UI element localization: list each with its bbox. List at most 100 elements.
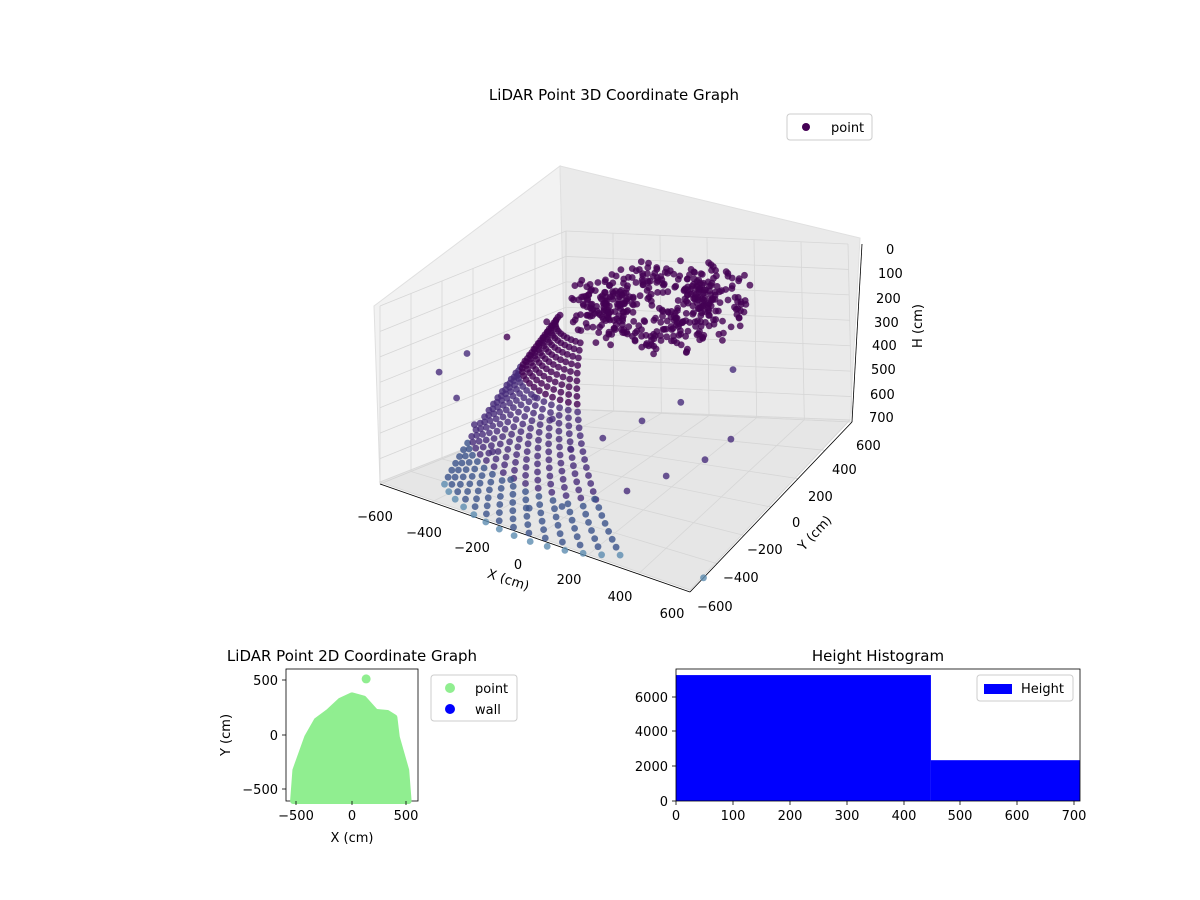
data-point — [495, 525, 503, 533]
data-point — [724, 272, 732, 280]
data-point — [555, 412, 563, 419]
data-point — [525, 398, 533, 406]
x-tick-label: 600 — [660, 607, 685, 622]
data-point — [512, 416, 520, 423]
grid-line — [800, 241, 805, 420]
data-point — [641, 318, 649, 325]
y-tick-label: 2000 — [635, 760, 668, 775]
data-point — [556, 530, 564, 538]
data-point — [595, 309, 602, 317]
data-point — [460, 503, 467, 511]
data-point — [582, 510, 590, 518]
grid-line — [565, 230, 849, 245]
data-point — [718, 287, 725, 295]
data-point — [606, 302, 613, 310]
x-axis-label: X (cm) — [331, 831, 374, 846]
z-tick-label: 600 — [870, 388, 895, 403]
data-point — [469, 438, 477, 446]
data-point — [608, 535, 616, 543]
data-point — [526, 538, 534, 545]
data-point — [530, 409, 537, 417]
data-point — [696, 336, 704, 344]
data-point — [664, 308, 672, 315]
data-point — [568, 294, 576, 302]
y-tick-label: −200 — [747, 543, 783, 558]
data-point — [553, 371, 561, 378]
data-point — [468, 473, 476, 480]
z-tick-label: 300 — [874, 316, 899, 331]
data-point — [735, 275, 743, 282]
x-tick-label: −400 — [406, 526, 442, 541]
data-point — [707, 261, 715, 269]
data-point — [455, 466, 462, 474]
data-point — [524, 521, 532, 528]
data-point — [638, 417, 646, 425]
data-point — [589, 323, 597, 331]
data-point — [697, 270, 705, 277]
data-point — [638, 276, 646, 283]
data-point — [504, 446, 512, 453]
legend-2d: point wall — [430, 674, 518, 722]
data-point — [561, 484, 568, 491]
data-point — [724, 296, 732, 304]
data-point — [527, 424, 534, 432]
data-point — [490, 435, 498, 442]
data-point — [676, 272, 684, 280]
data-point — [628, 274, 636, 281]
data-point — [642, 341, 650, 349]
data-point — [569, 318, 577, 326]
data-point — [513, 451, 520, 458]
data-point — [535, 428, 543, 436]
data-point — [559, 373, 567, 381]
data-point — [672, 282, 680, 290]
data-point — [556, 443, 563, 451]
data-point — [573, 393, 581, 400]
data-point — [460, 446, 467, 454]
y-tick-labels: −600 −400 −200 0 200 400 600 — [697, 439, 881, 615]
data-point — [650, 350, 657, 358]
data-point — [534, 460, 541, 468]
data-point — [533, 376, 540, 384]
data-point — [594, 543, 602, 551]
data-point — [545, 375, 553, 383]
z-tick-label: 100 — [878, 267, 903, 282]
data-point — [464, 488, 471, 495]
x-tick-label: 400 — [892, 809, 917, 824]
data-point — [618, 321, 626, 328]
z-tick-label: 500 — [871, 363, 896, 378]
data-point — [598, 321, 605, 329]
data-point — [623, 487, 631, 495]
data-point — [526, 380, 533, 387]
y-tick-label: 6000 — [635, 691, 668, 706]
data-point — [701, 456, 709, 464]
y-tick-label: 4000 — [635, 725, 668, 740]
data-point — [729, 366, 737, 373]
data-point — [686, 319, 694, 326]
data-point — [601, 289, 609, 296]
data-point — [499, 433, 506, 440]
y-tick-label: −600 — [697, 600, 733, 615]
data-point — [602, 276, 609, 284]
z-tick-label: 0 — [886, 243, 894, 258]
data-point — [565, 422, 573, 430]
data-point — [657, 318, 665, 326]
y-tick-label: 400 — [832, 463, 857, 478]
z-tick-labels: 0 100 200 300 400 500 600 700 — [869, 243, 903, 426]
z-axis-label: H (cm) — [911, 304, 926, 348]
data-point — [571, 282, 579, 289]
chart-2d: LiDAR Point 2D Coordinate Graph −500 0 5… — [219, 647, 518, 846]
data-point — [540, 526, 547, 533]
z-tick-label: 700 — [869, 411, 894, 426]
data-point — [497, 493, 504, 500]
data-point — [486, 417, 494, 424]
data-point — [555, 435, 563, 443]
data-point — [545, 456, 553, 464]
data-point — [523, 405, 531, 413]
data-point — [445, 488, 453, 495]
data-point — [612, 272, 620, 280]
data-point — [477, 425, 484, 433]
data-point — [666, 267, 674, 275]
y-tick-label: 0 — [660, 795, 668, 810]
data-point — [700, 574, 707, 582]
data-point — [451, 473, 459, 481]
